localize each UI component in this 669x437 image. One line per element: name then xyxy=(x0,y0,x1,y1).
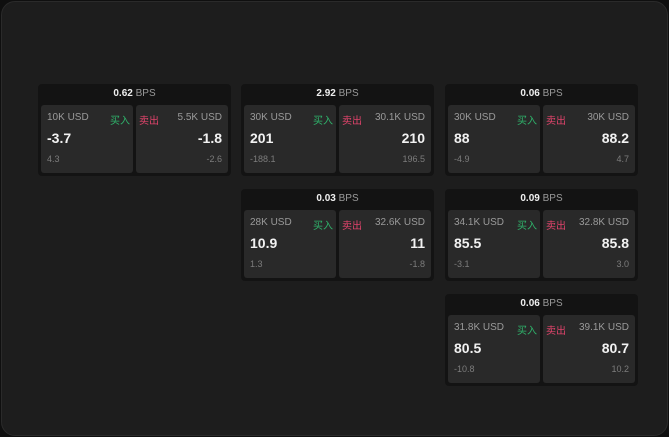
bid-change: -10.8 xyxy=(454,364,475,374)
ask-price: 85.8 xyxy=(601,235,629,251)
spread-header: 0.03 BPS xyxy=(241,189,434,209)
ask-change: 4.7 xyxy=(616,154,629,164)
sell-label: 卖出 xyxy=(546,221,566,232)
sell-label: 卖出 xyxy=(342,116,362,127)
ask-side[interactable]: 5.5K USD 卖出 -1.8 -2.6 xyxy=(136,105,228,173)
ask-side[interactable]: 30K USD 卖出 88.2 4.7 xyxy=(543,105,635,173)
ask-quantity: 39.1K USD xyxy=(578,322,629,333)
buy-label: 买入 xyxy=(110,116,130,127)
buy-label: 买入 xyxy=(313,116,333,127)
bid-price: 201 xyxy=(250,130,274,146)
bid-quantity: 31.8K USD xyxy=(454,322,505,333)
sell-label: 卖出 xyxy=(139,116,159,127)
ask-side[interactable]: 32.8K USD 卖出 85.8 3.0 xyxy=(543,210,635,278)
buy-label: 买入 xyxy=(313,221,333,232)
ask-side[interactable]: 30.1K USD 卖出 210 196.5 xyxy=(339,105,431,173)
ask-change: 196.5 xyxy=(402,154,425,164)
spread-unit: BPS xyxy=(135,88,156,99)
sell-label: 卖出 xyxy=(342,221,362,232)
bid-quantity: 34.1K USD xyxy=(454,217,505,228)
bid-side[interactable]: 30K USD 买入 201 -188.1 xyxy=(244,105,336,173)
ask-quantity: 32.8K USD xyxy=(578,217,629,228)
bid-side[interactable]: 10K USD 买入 -3.7 4.3 xyxy=(41,105,133,173)
bid-side[interactable]: 28K USD 买入 10.9 1.3 xyxy=(244,210,336,278)
ask-price: 80.7 xyxy=(601,340,629,356)
bid-change: 4.3 xyxy=(47,154,60,164)
sell-label: 卖出 xyxy=(546,326,566,337)
quote-card: 2.92 BPS 30K USD 买入 201 -188.1 30.1K USD… xyxy=(241,84,434,176)
sell-label: 卖出 xyxy=(546,116,566,127)
quote-card: 0.09 BPS 34.1K USD 买入 85.5 -3.1 32.8K US… xyxy=(445,189,638,281)
spread-value: 0.62 xyxy=(113,88,133,99)
bid-price: 80.5 xyxy=(454,340,482,356)
spread-header: 2.92 BPS xyxy=(241,84,434,104)
ask-price: 88.2 xyxy=(601,130,629,146)
bid-side[interactable]: 30K USD 买入 88 -4.9 xyxy=(448,105,540,173)
ask-quantity: 32.6K USD xyxy=(374,217,425,228)
ask-change: 3.0 xyxy=(616,259,629,269)
ask-side[interactable]: 39.1K USD 卖出 80.7 10.2 xyxy=(543,315,635,383)
bid-quantity: 30K USD xyxy=(454,112,496,123)
spread-value: 2.92 xyxy=(316,88,336,99)
spread-header: 0.09 BPS xyxy=(445,189,638,209)
spread-unit: BPS xyxy=(338,193,359,204)
bid-price: 85.5 xyxy=(454,235,482,251)
spread-unit: BPS xyxy=(542,193,563,204)
quote-card: 0.06 BPS 30K USD 买入 88 -4.9 30K USD 卖出 8… xyxy=(445,84,638,176)
bid-change: -3.1 xyxy=(454,259,470,269)
bid-price: 10.9 xyxy=(250,235,278,251)
spread-unit: BPS xyxy=(338,88,359,99)
bid-change: 1.3 xyxy=(250,259,263,269)
ask-price: 11 xyxy=(410,235,425,251)
bid-side[interactable]: 31.8K USD 买入 80.5 -10.8 xyxy=(448,315,540,383)
spread-value: 0.03 xyxy=(316,193,336,204)
spread-value: 0.09 xyxy=(520,193,540,204)
ask-quantity: 5.5K USD xyxy=(177,112,222,123)
bid-change: -188.1 xyxy=(250,154,276,164)
bid-change: -4.9 xyxy=(454,154,470,164)
bid-side[interactable]: 34.1K USD 买入 85.5 -3.1 xyxy=(448,210,540,278)
spread-header: 0.62 BPS xyxy=(38,84,231,104)
buy-label: 买入 xyxy=(517,116,537,127)
spread-value: 0.06 xyxy=(520,88,540,99)
bid-quantity: 30K USD xyxy=(250,112,292,123)
buy-label: 买入 xyxy=(517,221,537,232)
quote-card: 0.62 BPS 10K USD 买入 -3.7 4.3 5.5K USD 卖出… xyxy=(38,84,231,176)
ask-price: -1.8 xyxy=(197,130,222,146)
ask-price: 210 xyxy=(401,130,425,146)
spread-unit: BPS xyxy=(542,298,563,309)
ask-change: 10.2 xyxy=(611,364,629,374)
quote-card: 0.03 BPS 28K USD 买入 10.9 1.3 32.6K USD 卖… xyxy=(241,189,434,281)
spread-header: 0.06 BPS xyxy=(445,84,638,104)
ask-quantity: 30K USD xyxy=(587,112,629,123)
buy-label: 买入 xyxy=(517,326,537,337)
bid-price: -3.7 xyxy=(47,130,72,146)
ask-quantity: 30.1K USD xyxy=(374,112,425,123)
ask-side[interactable]: 32.6K USD 卖出 11 -1.8 xyxy=(339,210,431,278)
spread-value: 0.06 xyxy=(520,298,540,309)
ask-change: -2.6 xyxy=(206,154,222,164)
bid-price: 88 xyxy=(454,130,470,146)
bid-quantity: 28K USD xyxy=(250,217,292,228)
spread-header: 0.06 BPS xyxy=(445,294,638,314)
spread-unit: BPS xyxy=(542,88,563,99)
ask-change: -1.8 xyxy=(409,259,425,269)
quote-card: 0.06 BPS 31.8K USD 买入 80.5 -10.8 39.1K U… xyxy=(445,294,638,386)
bid-quantity: 10K USD xyxy=(47,112,89,123)
